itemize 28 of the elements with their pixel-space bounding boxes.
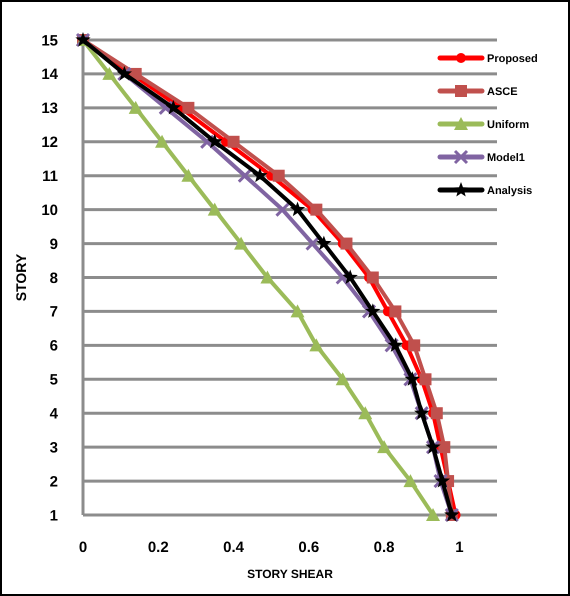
y-tick-label: 7	[50, 304, 58, 321]
x-axis-title: STORY SHEAR	[247, 567, 334, 581]
y-tick-label: 13	[41, 100, 58, 118]
y-tick-label: 2	[50, 473, 58, 490]
y-tick-label: 9	[50, 236, 58, 253]
y-tick-label: 8	[50, 270, 58, 287]
x-tick-label: 0.4	[223, 539, 245, 556]
y-tick-label: 12	[41, 134, 58, 152]
y-axis-title: STORY	[13, 253, 29, 302]
y-tick-label: 4	[50, 405, 59, 422]
x-tick-label: 0.6	[298, 539, 320, 556]
y-tick-label: 11	[42, 168, 58, 185]
x-tick-label: 0.8	[374, 539, 395, 556]
y-tick-label: 1	[50, 507, 58, 524]
x-tick-label: 0	[78, 539, 88, 556]
y-tick-label: 5	[50, 372, 58, 389]
y-tick-label: 3	[50, 439, 58, 456]
y-tick-label: 10	[41, 202, 58, 219]
legend-label: Uniform	[487, 118, 530, 131]
y-tick-label: 6	[50, 338, 58, 355]
x-tick-label: 0.2	[148, 539, 169, 556]
legend-label: Analysis	[487, 184, 532, 197]
y-tick-label: 15	[41, 32, 58, 50]
y-tick-label: 14	[41, 66, 59, 84]
legend-label: ASCE	[487, 86, 518, 98]
legend-label: Model1	[487, 152, 525, 164]
x-tick-label: 1	[455, 539, 464, 556]
legend-label: Proposed	[487, 52, 538, 65]
